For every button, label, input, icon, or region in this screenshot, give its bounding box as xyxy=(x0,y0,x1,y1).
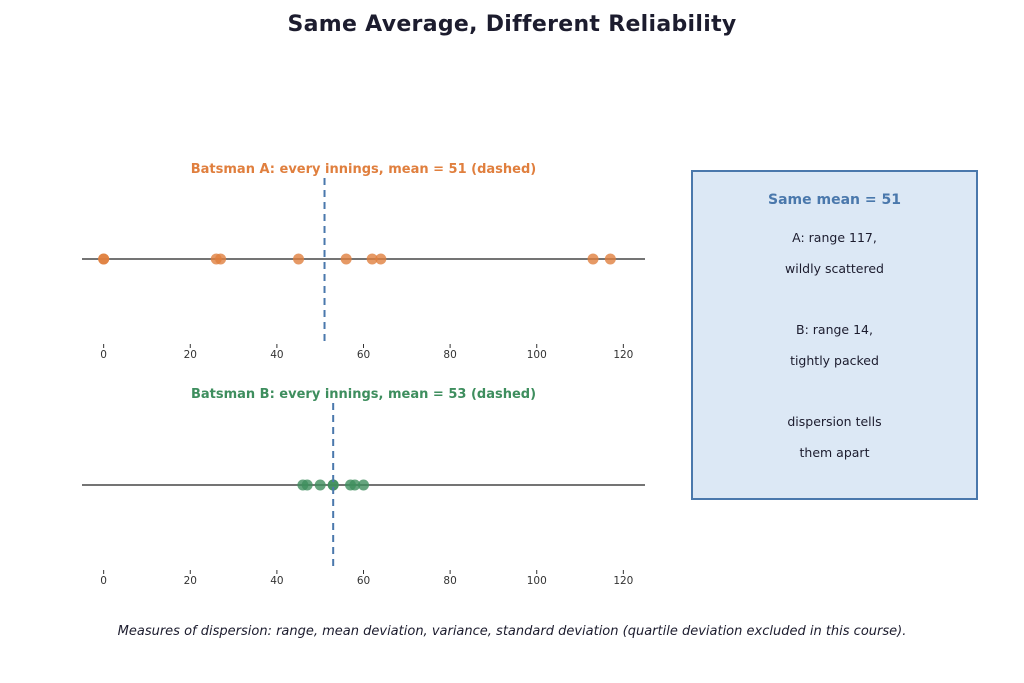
x-tick-label-a: 120 xyxy=(613,349,633,361)
x-tick-label-a: 40 xyxy=(270,349,283,361)
note-heading: Same mean = 51 xyxy=(768,192,901,208)
note-line-a2: wildly scattered xyxy=(785,261,884,276)
data-point-b xyxy=(301,479,313,491)
note-line-c2: them apart xyxy=(799,445,870,460)
panel-title-a: Batsman A: every innings, mean = 51 (das… xyxy=(191,162,537,177)
data-point-b xyxy=(349,479,361,491)
data-point-a xyxy=(587,253,599,265)
x-tick-label-b: 0 xyxy=(100,575,107,587)
data-point-a xyxy=(340,253,352,265)
data-point-a xyxy=(375,253,387,265)
footer-caption: Measures of dispersion: range, mean devi… xyxy=(117,624,907,639)
x-tick-label-a: 80 xyxy=(443,349,456,361)
page-title: Same Average, Different Reliability xyxy=(287,12,737,37)
x-tick-label-b: 80 xyxy=(443,575,456,587)
data-point-b xyxy=(327,479,339,491)
data-point-a xyxy=(98,253,110,265)
data-point-a xyxy=(293,253,305,265)
x-tick-label-b: 20 xyxy=(184,575,197,587)
data-point-a xyxy=(215,253,227,265)
note-line-b2: tightly packed xyxy=(790,353,879,368)
note-line-c1: dispersion tells xyxy=(787,414,882,429)
x-tick-label-a: 100 xyxy=(527,349,547,361)
note-line-b1: B: range 14, xyxy=(796,322,873,337)
x-tick-label-a: 0 xyxy=(100,349,107,361)
x-tick-label-b: 60 xyxy=(357,575,370,587)
x-tick-label-a: 20 xyxy=(184,349,197,361)
x-tick-label-b: 120 xyxy=(613,575,633,587)
x-tick-label-a: 60 xyxy=(357,349,370,361)
data-point-b xyxy=(314,479,326,491)
x-tick-label-b: 40 xyxy=(270,575,283,587)
x-tick-label-b: 100 xyxy=(527,575,547,587)
note-line-a1: A: range 117, xyxy=(792,230,877,245)
summary-note-box: Same mean = 51 A: range 117, wildly scat… xyxy=(691,170,978,500)
data-point-a xyxy=(604,253,616,265)
data-point-b xyxy=(358,479,369,491)
data-point-a xyxy=(366,253,378,265)
panel-title-b: Batsman B: every innings, mean = 53 (das… xyxy=(191,387,536,402)
